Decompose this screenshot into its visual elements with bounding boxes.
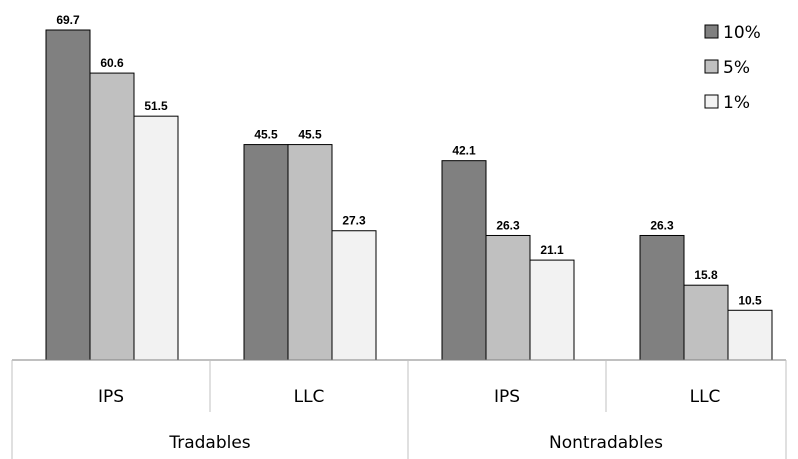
bar-llc-1-series-2 <box>331 230 377 361</box>
data-label: 27.3 <box>342 214 366 228</box>
bar-ips-0-series-1 <box>89 72 135 361</box>
tick-label-llc: LLC <box>690 387 721 407</box>
bar-ips-0-series-2 <box>133 115 179 361</box>
bar-llc-3-series-2 <box>727 309 773 361</box>
bar-ips-2-series-2 <box>529 259 575 361</box>
bar-llc-1-series-1 <box>287 144 333 361</box>
data-label: 10.5 <box>738 293 762 307</box>
legend-swatch <box>704 94 719 109</box>
bar-llc-3-series-1 <box>683 284 729 361</box>
data-label: 42.1 <box>452 144 476 158</box>
bar-llc-3-series-0 <box>639 234 685 361</box>
legend-label: 1% <box>723 93 750 113</box>
data-label: 15.8 <box>694 268 718 282</box>
data-label: 45.5 <box>254 128 278 142</box>
data-label: 21.1 <box>540 243 564 257</box>
category-axis: IPS LLC IPS LLC Tradables Nontradables <box>11 359 787 459</box>
legend: 10% 5% 1% <box>704 23 761 113</box>
legend-label: 5% <box>723 58 750 78</box>
bars-layer: 69.7 60.6 51.5 45.5 45.5 27.3 42.1 26.3 21.1 26.3… <box>45 13 773 361</box>
bar-ips-2-series-0 <box>441 160 487 361</box>
tick-label-ips: IPS <box>98 387 124 407</box>
tick-label-llc: LLC <box>294 387 325 407</box>
bar-ips-2-series-1 <box>485 234 531 361</box>
data-label: 51.5 <box>144 99 168 113</box>
group-label-tradables: Tradables <box>168 433 250 453</box>
data-label: 26.3 <box>496 218 520 232</box>
legend-label: 10% <box>723 23 761 43</box>
bar-ips-0-series-0 <box>45 29 91 361</box>
data-label: 45.5 <box>298 128 322 142</box>
tick-label-ips: IPS <box>494 387 520 407</box>
bar-llc-1-series-0 <box>243 144 289 361</box>
legend-swatch <box>704 24 719 39</box>
data-label: 60.6 <box>100 56 124 70</box>
data-label: 26.3 <box>650 218 674 232</box>
group-label-nontradables: Nontradables <box>549 433 663 453</box>
legend-swatch <box>704 59 719 74</box>
data-label: 69.7 <box>56 13 80 27</box>
